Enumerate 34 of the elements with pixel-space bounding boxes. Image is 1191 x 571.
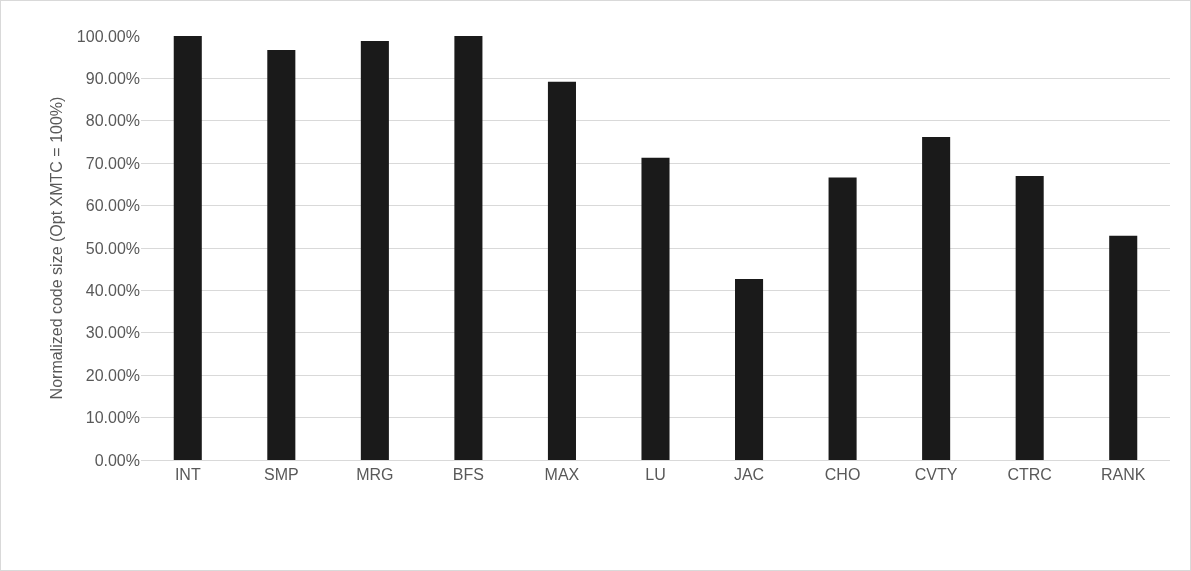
y-tick-label: 40.00% — [85, 282, 140, 299]
x-tick-label: INT — [174, 466, 201, 484]
bar — [641, 157, 670, 460]
y-tick-label: 90.00% — [85, 70, 140, 87]
x-tick-label: SMP — [263, 466, 299, 484]
x-tick-label: RANK — [1101, 466, 1146, 484]
y-tick-label: 60.00% — [85, 197, 140, 215]
x-tick-label: CTRC — [1007, 466, 1052, 484]
bar — [1015, 175, 1044, 460]
y-tick-label: 20.00% — [85, 366, 140, 384]
bar — [922, 136, 951, 460]
x-tick-label: CVTY — [914, 466, 958, 484]
x-tick-label: MAX — [544, 466, 580, 484]
y-tick-label: 80.00% — [85, 112, 140, 130]
bar — [828, 177, 857, 460]
x-tick-label: LU — [645, 466, 666, 484]
bar — [267, 49, 296, 460]
bar — [173, 36, 202, 460]
x-tick-label: MRG — [356, 466, 394, 484]
y-tick-label: 10.00% — [85, 409, 140, 427]
x-tick-label: CHO — [824, 466, 861, 484]
bar — [1109, 235, 1138, 460]
y-tick-label: 100.00% — [76, 27, 140, 45]
x-tick-label: BFS — [452, 466, 484, 484]
bar — [547, 81, 576, 460]
x-tick-label: JAC — [733, 466, 765, 484]
y-tick-label: 50.00% — [85, 239, 140, 257]
y-axis-title: Normalized code size (Opt XMTC = 100%) — [47, 96, 65, 400]
bar — [360, 41, 389, 460]
y-tick-label: 0.00% — [94, 451, 140, 469]
y-tick-label: 70.00% — [85, 154, 140, 172]
bar — [735, 278, 764, 460]
y-tick-label: 30.00% — [85, 324, 140, 342]
bar — [454, 36, 483, 460]
